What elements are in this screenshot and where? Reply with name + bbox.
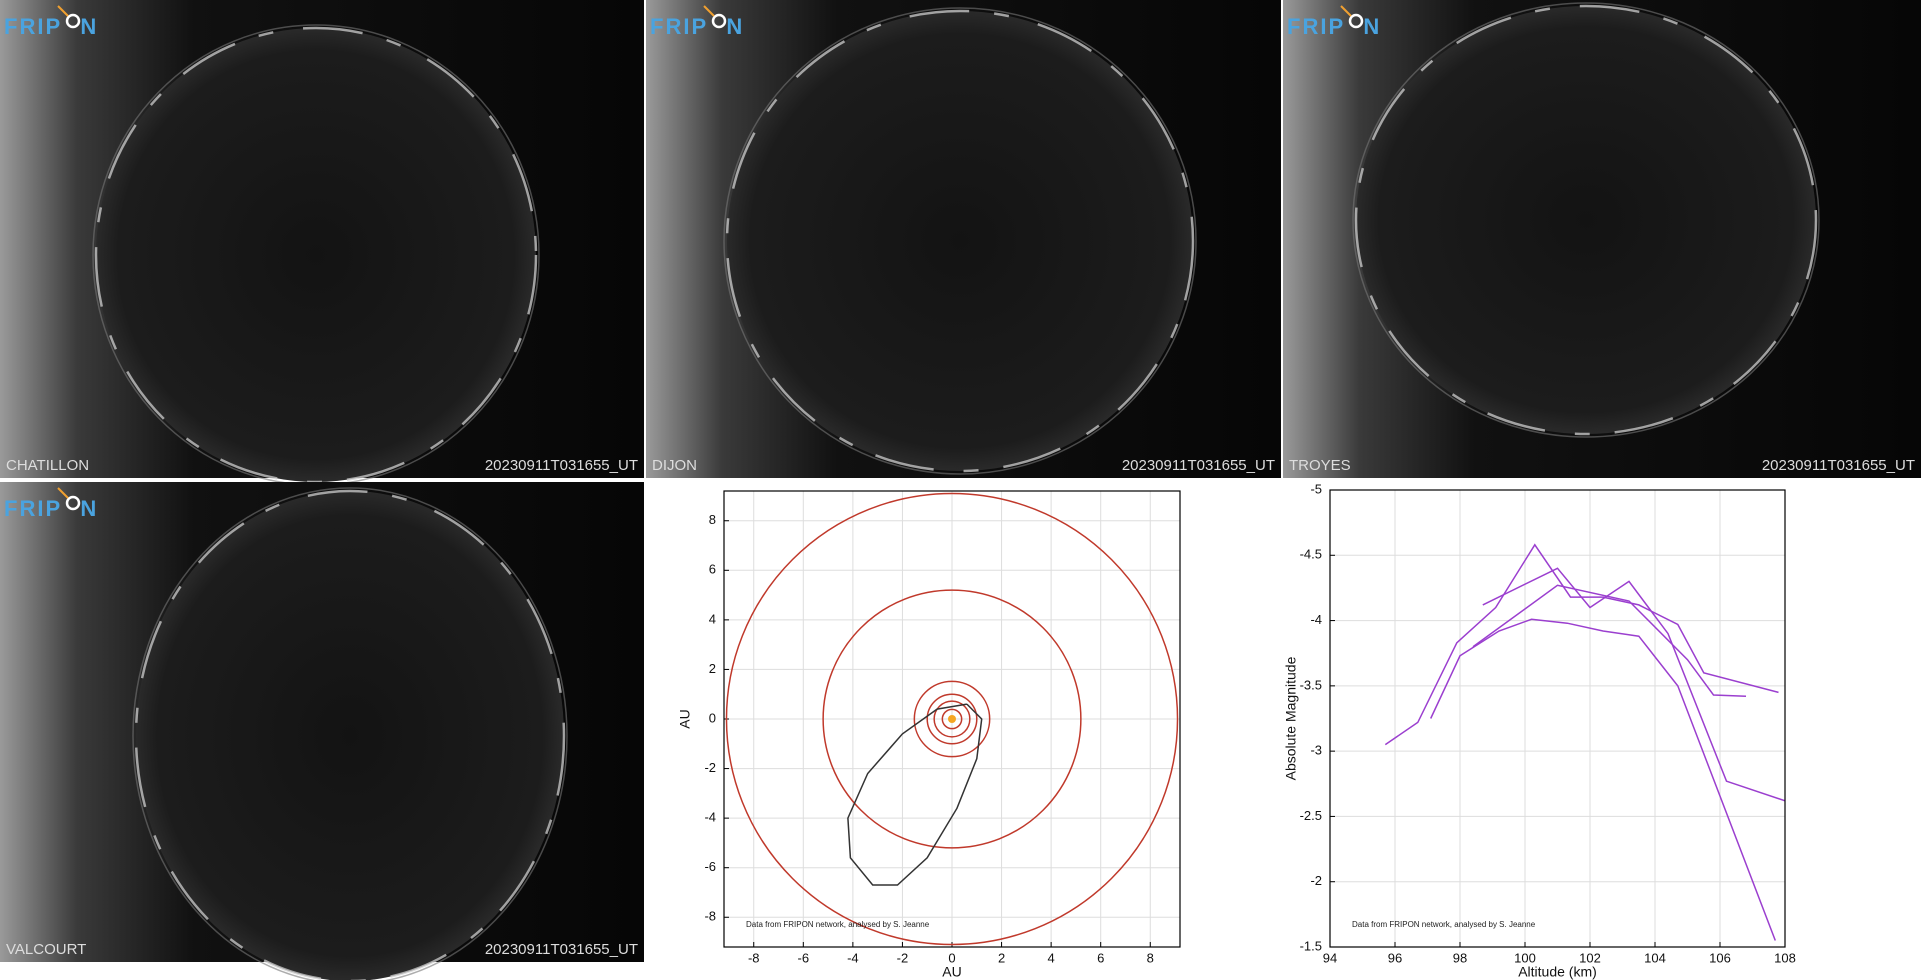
planet-orbit bbox=[933, 700, 971, 738]
plot-content bbox=[725, 492, 1179, 946]
logo-icon bbox=[711, 13, 727, 29]
x-tick-label: -6 bbox=[798, 950, 810, 965]
x-tick-label: 6 bbox=[1097, 950, 1104, 965]
camera-panel: FRIP N VALCOURT 20230911T031655_UT bbox=[0, 482, 644, 980]
planet-orbit bbox=[822, 589, 1082, 849]
y-tick-label: 6 bbox=[709, 562, 716, 577]
planet-orbit bbox=[926, 693, 978, 745]
y-axis-label: Absolute Magnitude bbox=[1283, 656, 1299, 780]
x-tick-label: 100 bbox=[1514, 950, 1536, 965]
y-tick-label: -4 bbox=[1310, 612, 1322, 627]
camera-panel: FRIP N CHATILLON 20230911T031655_UT bbox=[0, 0, 644, 486]
y-tick-label: 4 bbox=[709, 611, 716, 626]
y-tick-label: -1.5 bbox=[1300, 938, 1322, 953]
logo-streak bbox=[703, 5, 715, 17]
x-tick-label: -4 bbox=[847, 950, 859, 965]
x-tick-label: 2 bbox=[998, 950, 1005, 965]
timestamp: 20230911T031655_UT bbox=[485, 457, 638, 474]
x-tick-label: 94 bbox=[1323, 950, 1337, 965]
logo-left: FRIP bbox=[4, 14, 62, 39]
plot-content bbox=[1384, 543, 1785, 941]
logo-streak bbox=[57, 5, 69, 17]
station-name: VALCOURT bbox=[6, 941, 86, 958]
logo: FRIP N bbox=[4, 496, 98, 521]
plot-frame bbox=[1329, 489, 1786, 948]
logo: FRIP N bbox=[1287, 14, 1381, 39]
x-tick-label: 98 bbox=[1453, 950, 1467, 965]
logo-left: FRIP bbox=[650, 14, 708, 39]
data-line bbox=[847, 703, 983, 886]
y-tick-label: 0 bbox=[709, 710, 716, 725]
plot-area bbox=[1330, 490, 1785, 947]
y-tick-label: -3 bbox=[1310, 743, 1322, 758]
y-tick-label: -5 bbox=[1310, 481, 1322, 496]
logo-right: N bbox=[80, 14, 98, 39]
x-axis-label: AU bbox=[942, 964, 961, 980]
fisheye-disk bbox=[94, 26, 538, 484]
camera-panel: FRIP N TROYES 20230911T031655_UT bbox=[1283, 0, 1921, 478]
fisheye-rim bbox=[132, 487, 568, 980]
y-tick-label: 8 bbox=[709, 512, 716, 527]
planet-orbit bbox=[913, 680, 991, 758]
y-tick-label: -3.5 bbox=[1300, 677, 1322, 692]
logo-left: FRIP bbox=[1287, 14, 1345, 39]
x-tick-label: 0 bbox=[948, 950, 955, 965]
y-tick-label: 2 bbox=[709, 661, 716, 676]
station-name: TROYES bbox=[1289, 457, 1351, 474]
data-line bbox=[1430, 618, 1777, 941]
logo-right: N bbox=[726, 14, 744, 39]
station-name: DIJON bbox=[652, 457, 697, 474]
timestamp: 20230911T031655_UT bbox=[1122, 457, 1275, 474]
logo-left: FRIP bbox=[4, 496, 62, 521]
fisheye-disk bbox=[725, 9, 1195, 473]
y-tick-label: -2.5 bbox=[1300, 808, 1322, 823]
logo-icon bbox=[1348, 13, 1364, 29]
x-axis-label: Altitude (km) bbox=[1518, 964, 1597, 980]
station-name: CHATILLON bbox=[6, 457, 89, 474]
logo-streak bbox=[1340, 5, 1352, 17]
planet-orbit bbox=[725, 492, 1179, 946]
sun bbox=[948, 715, 956, 723]
timestamp: 20230911T031655_UT bbox=[1762, 457, 1915, 474]
fisheye-disk bbox=[134, 489, 566, 980]
data-line bbox=[1482, 567, 1785, 802]
timestamp: 20230911T031655_UT bbox=[485, 941, 638, 958]
annotation: Data from FRIPON network, analysed by S.… bbox=[1352, 920, 1536, 929]
x-tick-label: 108 bbox=[1774, 950, 1796, 965]
logo: FRIP N bbox=[650, 14, 744, 39]
y-tick-label: -6 bbox=[704, 859, 716, 874]
annotation: Data from FRIPON network, analysed by S.… bbox=[746, 920, 930, 929]
data-line bbox=[1472, 584, 1747, 698]
y-tick-label: -8 bbox=[704, 909, 716, 924]
x-tick-label: 8 bbox=[1147, 950, 1154, 965]
planet-orbit bbox=[941, 708, 963, 730]
x-tick-label: 106 bbox=[1709, 950, 1731, 965]
y-axis-label: AU bbox=[677, 709, 693, 728]
x-tick-label: -8 bbox=[748, 950, 760, 965]
plot-frame bbox=[723, 490, 1181, 948]
x-tick-label: 104 bbox=[1644, 950, 1666, 965]
data-line bbox=[1384, 543, 1779, 746]
logo-icon bbox=[65, 495, 81, 511]
x-tick-label: 102 bbox=[1579, 950, 1601, 965]
logo-right: N bbox=[80, 496, 98, 521]
logo-right: N bbox=[1363, 14, 1381, 39]
fisheye-rim bbox=[723, 7, 1197, 475]
x-tick-label: 4 bbox=[1048, 950, 1055, 965]
x-tick-label: 96 bbox=[1388, 950, 1402, 965]
x-tick-label: -2 bbox=[897, 950, 909, 965]
logo-icon bbox=[65, 13, 81, 29]
y-tick-label: -2 bbox=[1310, 873, 1322, 888]
camera-panel: FRIP N DIJON 20230911T031655_UT bbox=[646, 0, 1281, 478]
y-tick-label: -2 bbox=[704, 760, 716, 775]
y-tick-label: -4 bbox=[704, 810, 716, 825]
y-tick-label: -4.5 bbox=[1300, 547, 1322, 562]
fisheye-disk bbox=[1354, 4, 1818, 436]
logo-streak bbox=[57, 487, 69, 499]
fisheye-rim bbox=[1352, 2, 1820, 438]
logo: FRIP N bbox=[4, 14, 98, 39]
